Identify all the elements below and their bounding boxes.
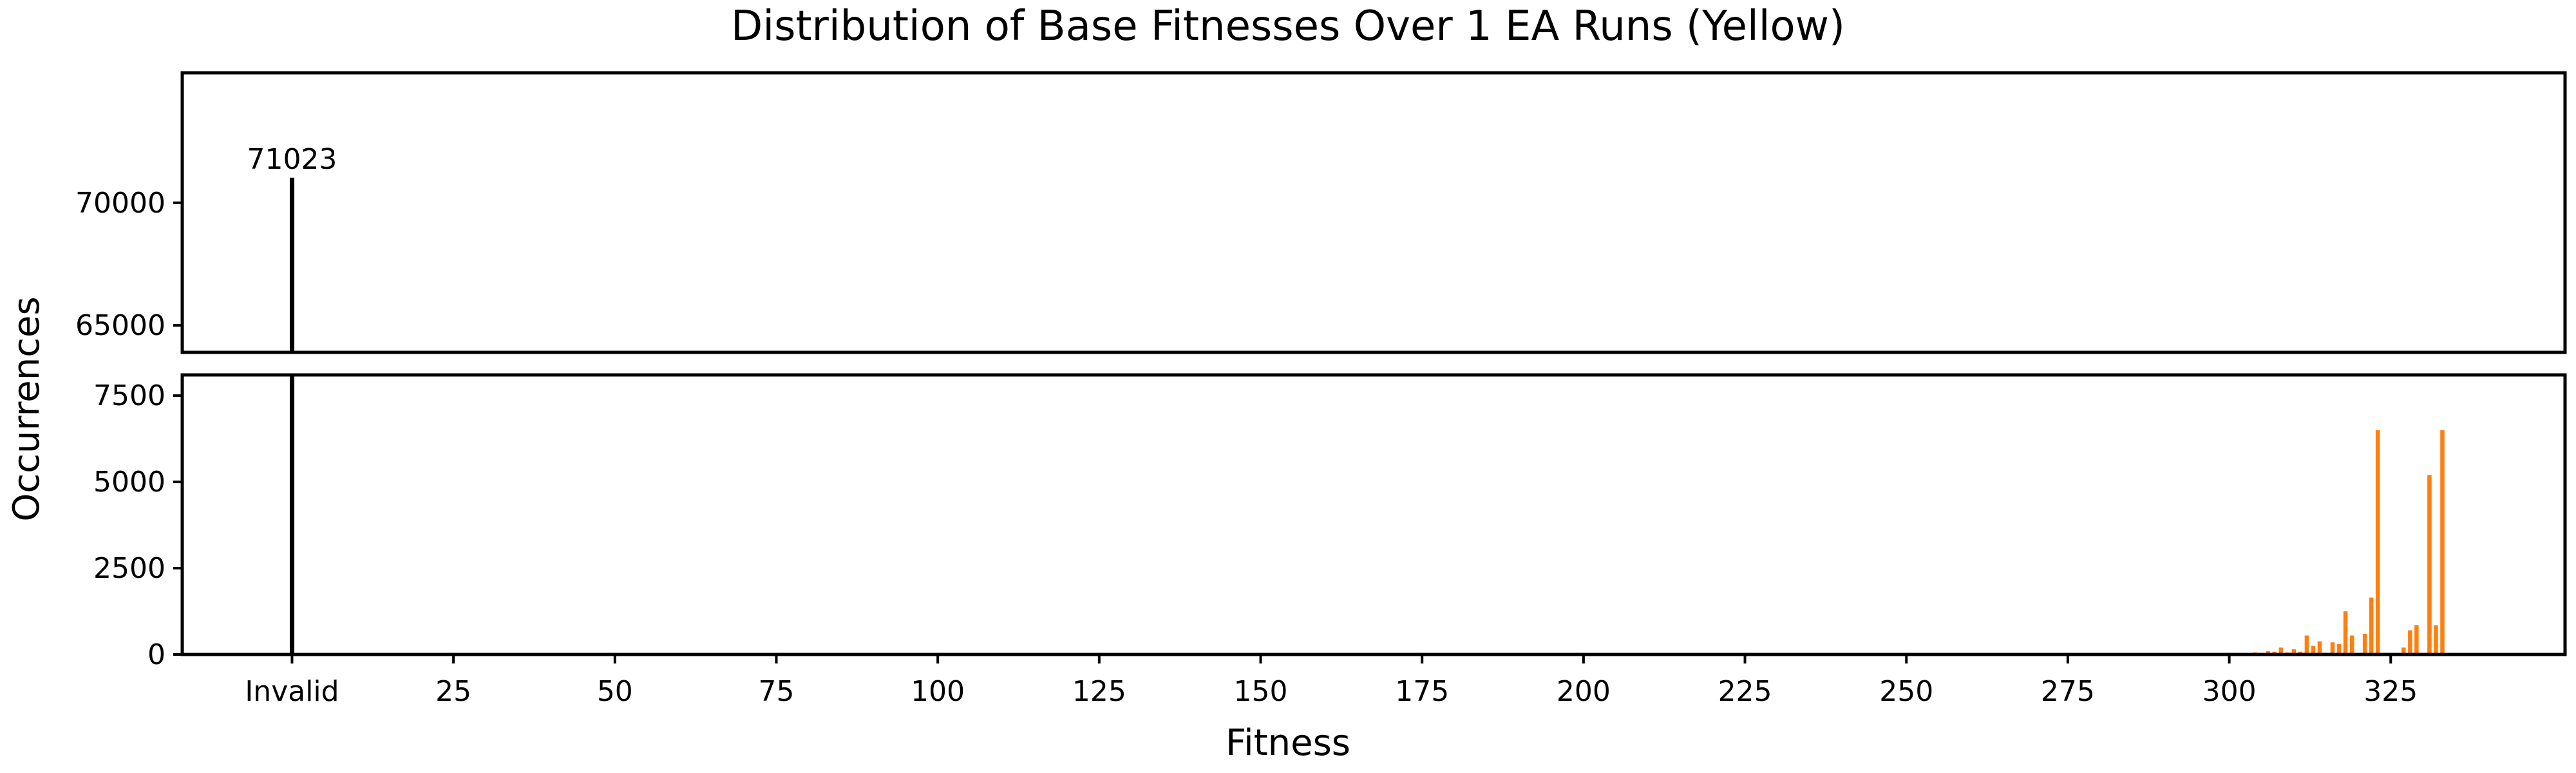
lower-panel-frame bbox=[180, 373, 2567, 656]
y-tick-label: 65000 bbox=[75, 309, 166, 342]
x-tick-label: 275 bbox=[2041, 675, 2095, 708]
invalid-bar-value-label: 71023 bbox=[247, 143, 337, 176]
upper-bars bbox=[289, 177, 294, 352]
bar-fitness-313 bbox=[2311, 645, 2316, 654]
lower-plot-panel: 0 2500 5000 7500 bbox=[93, 373, 2567, 671]
y-tick-label: 0 bbox=[147, 638, 166, 671]
chart-title: Distribution of Base Fitnesses Over 1 EA… bbox=[731, 3, 1845, 50]
bar-fitness-328 bbox=[2408, 630, 2412, 654]
x-tick-label: 75 bbox=[758, 675, 794, 708]
x-tick-label: 225 bbox=[1718, 675, 1772, 708]
bar-fitness-312 bbox=[2304, 635, 2309, 654]
x-tick-label: 250 bbox=[1879, 675, 1933, 708]
bar-fitness-327 bbox=[2401, 647, 2406, 654]
x-axis: Invalid 25 50 75 100 125 150 175 200 225 250 275 300… bbox=[245, 654, 2418, 708]
bar-fitness-321 bbox=[2362, 633, 2367, 654]
bar-fitness-310 bbox=[2291, 649, 2297, 654]
upper-panel-frame bbox=[180, 71, 2567, 354]
y-tick-label: 5000 bbox=[93, 466, 166, 499]
upper-plot-panel: 65000 70000 71023 bbox=[75, 71, 2567, 354]
bar-fitness-319 bbox=[2349, 635, 2354, 654]
bar-fitness-318 bbox=[2343, 611, 2348, 654]
bar-fitness-323 bbox=[2375, 430, 2380, 654]
bar-invalid bbox=[289, 375, 294, 654]
x-tick-label: 200 bbox=[1557, 675, 1611, 708]
y-tick-label: 2500 bbox=[93, 552, 166, 585]
bar-fitness-322 bbox=[2369, 597, 2374, 654]
bar-fitness-314 bbox=[2317, 641, 2322, 654]
bar-fitness-316 bbox=[2330, 642, 2335, 654]
x-tick-label: 175 bbox=[1395, 675, 1449, 708]
y-axis-label: Occurrences bbox=[6, 296, 48, 521]
bar-fitness-308 bbox=[2278, 647, 2284, 654]
x-tick-label: 300 bbox=[2202, 675, 2257, 708]
bar-fitness-331 bbox=[2427, 475, 2432, 654]
bar-fitness-306 bbox=[2266, 651, 2271, 654]
bar-fitness-317 bbox=[2336, 644, 2342, 654]
y-tick-label: 7500 bbox=[93, 379, 166, 412]
bar-fitness-332 bbox=[2434, 625, 2438, 654]
x-tick-label: Invalid bbox=[245, 675, 339, 708]
bar-invalid bbox=[289, 177, 294, 352]
x-axis-label: Fitness bbox=[1226, 722, 1350, 764]
bar-fitness-333 bbox=[2440, 430, 2445, 654]
bar-fitness-329 bbox=[2414, 625, 2419, 654]
x-tick-label: 125 bbox=[1072, 675, 1126, 708]
x-tick-label: 150 bbox=[1234, 675, 1288, 708]
lower-bars bbox=[289, 375, 2445, 654]
x-tick-label: 325 bbox=[2363, 675, 2418, 708]
x-tick-label: 25 bbox=[435, 675, 471, 708]
x-tick-label: 100 bbox=[911, 675, 965, 708]
x-tick-label: 50 bbox=[597, 675, 633, 708]
y-tick-label: 70000 bbox=[75, 187, 166, 220]
